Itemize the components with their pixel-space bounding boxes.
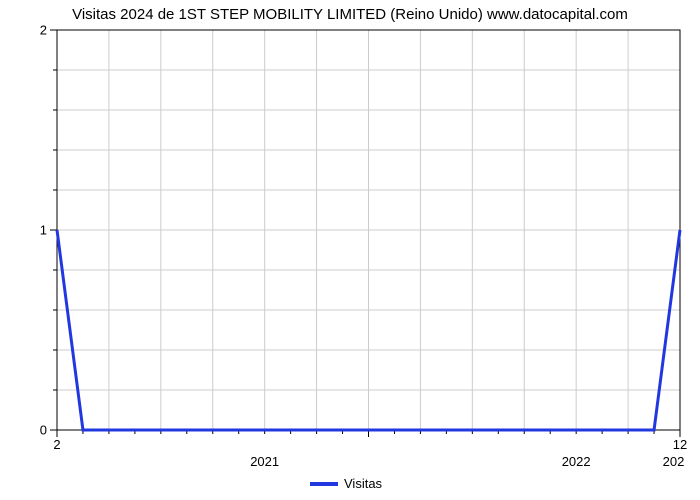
chart-plot bbox=[0, 0, 700, 500]
y-tick-label: 1 bbox=[40, 223, 47, 238]
x-tick-label-top: 2 bbox=[53, 437, 60, 452]
x-tick-label-bottom: 2022 bbox=[562, 454, 591, 469]
legend-label: Visitas bbox=[344, 476, 382, 491]
y-tick-label: 0 bbox=[40, 423, 47, 438]
y-tick-label: 2 bbox=[40, 23, 47, 38]
chart-container: Visitas 2024 de 1ST STEP MOBILITY LIMITE… bbox=[0, 0, 700, 500]
x-tick-label-bottom: 202 bbox=[663, 454, 685, 469]
legend: Visitas bbox=[310, 476, 382, 491]
x-tick-label-bottom: 2021 bbox=[250, 454, 279, 469]
legend-swatch bbox=[310, 482, 338, 486]
x-tick-label-top: 12 bbox=[673, 437, 687, 452]
